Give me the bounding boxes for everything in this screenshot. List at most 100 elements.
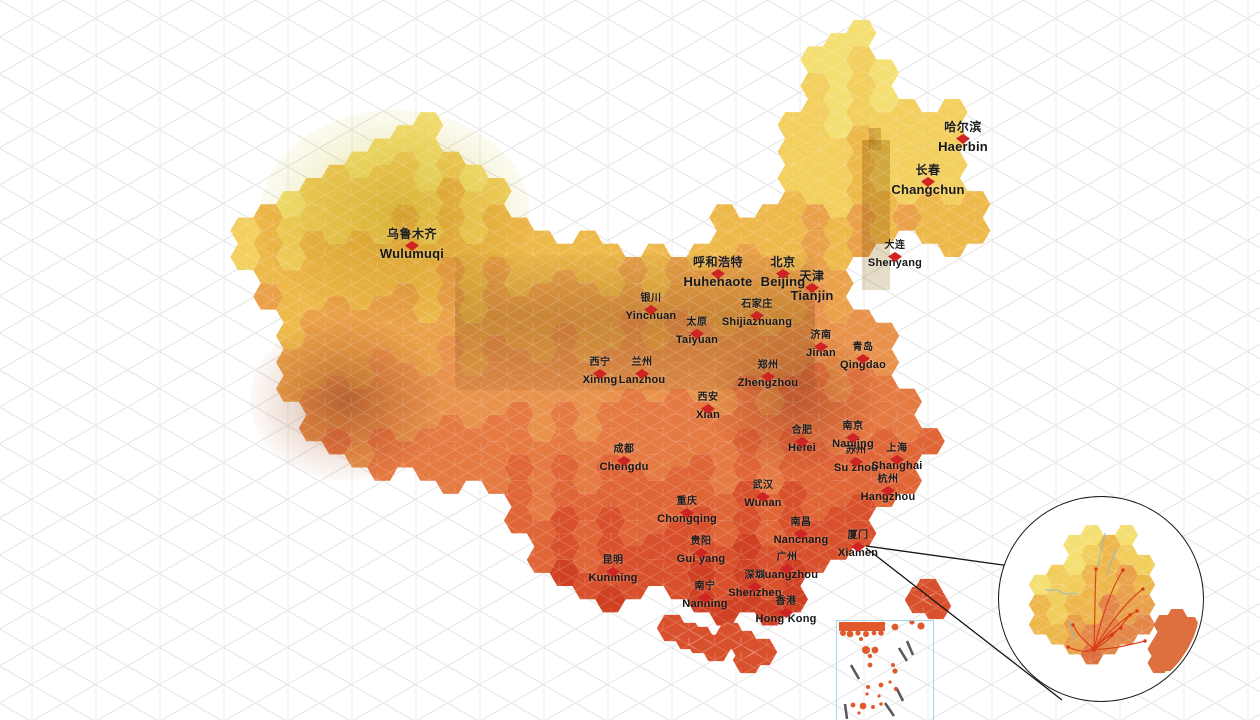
hex-tile-texture [572, 572, 603, 600]
hex-tile-texture [504, 401, 535, 429]
hex-tile-texture [390, 414, 421, 442]
hex-tile-texture [823, 533, 854, 560]
hex-tile-texture [800, 493, 831, 521]
hex-tile-texture [846, 46, 877, 73]
inset-hex-texture [1115, 524, 1138, 545]
inset-hex-texture [1097, 594, 1121, 615]
hex-tile-texture [412, 217, 444, 244]
hex-tile-texture [823, 243, 854, 271]
hex-tile-texture [481, 230, 512, 257]
hex-tile-texture [846, 125, 877, 152]
inset-hex-texture [1063, 574, 1087, 595]
hex-tile-texture [672, 622, 704, 650]
hex-tile-texture [504, 296, 535, 323]
hex-tile-texture [868, 217, 900, 244]
hex-tile-texture [823, 85, 854, 113]
hex-tile-texture [412, 375, 444, 402]
inset-hex-texture [1046, 564, 1069, 585]
hex-tile-texture [435, 177, 466, 205]
hex-tile-texture [868, 112, 900, 139]
hex-tile-texture [321, 401, 352, 429]
hex-tile-texture [640, 349, 672, 376]
hex-tile-texture [549, 559, 580, 587]
hex-tile-texture [572, 520, 603, 547]
hex-tile-texture [914, 191, 945, 218]
inset-hex-texture [1132, 594, 1156, 615]
hex-tile-texture [298, 388, 330, 415]
hex-tile-texture [390, 388, 421, 415]
hex-tile-texture [526, 362, 558, 389]
hex-tile-texture [777, 322, 808, 350]
hex-tile-texture [709, 467, 740, 494]
hex-tile-texture [640, 507, 672, 534]
hex-tile-texture [572, 467, 603, 494]
hex-tile-texture [777, 428, 808, 455]
hex-tile-texture [458, 164, 489, 192]
hex-tile-texture [458, 375, 489, 402]
hex-tile-texture [412, 164, 444, 192]
hex-tile-texture [458, 270, 489, 297]
inset-hex-texture [1115, 584, 1138, 605]
hex-tile-texture [823, 454, 854, 481]
tile-cube-texture [230, 20, 991, 674]
hex-tile-texture [640, 401, 672, 429]
hex-tile-texture [458, 322, 489, 350]
hex-tile-texture [937, 98, 968, 126]
hex-tile-texture [777, 507, 808, 534]
hex-tile-texture [230, 243, 261, 271]
hex-tile-texture [800, 467, 831, 494]
hex-tile-texture [390, 283, 421, 310]
hex-tile-texture [640, 480, 672, 508]
hex-tile-texture [526, 230, 558, 257]
hex-tile-texture [367, 138, 398, 165]
hex-tile-texture [618, 256, 649, 284]
hex-tile-texture [344, 283, 375, 310]
hex-tile-texture [746, 638, 778, 666]
hex-tile-texture [732, 270, 763, 297]
hex-tile-texture [800, 230, 831, 257]
hex-tile-texture [640, 375, 672, 402]
hex-tile-texture [800, 125, 831, 152]
hex-tile-texture [526, 414, 558, 442]
hex-tile-texture [298, 362, 330, 389]
hex-tile-texture [504, 454, 535, 481]
hex-tile-texture [686, 480, 717, 508]
hex-tile-texture [846, 362, 877, 389]
hex-tile-texture [481, 177, 512, 205]
hex-tile-texture [276, 296, 307, 323]
hex-tile-texture [960, 217, 991, 244]
hex-tile-texture [572, 256, 603, 284]
hex-tile-texture [572, 230, 603, 257]
hex-tile-texture [846, 388, 877, 415]
hex-tile-texture [663, 467, 694, 494]
hex-tile-texture [298, 256, 330, 284]
hex-tile-texture [823, 480, 854, 508]
hex-tile-texture [640, 559, 672, 587]
hex-tile-texture [823, 217, 854, 244]
inset-hex-texture [1063, 534, 1087, 555]
hex-tile-texture [663, 283, 694, 310]
hex-tile-texture [412, 349, 444, 376]
magnifier-inset-xiamen[interactable] [998, 496, 1204, 702]
hex-tile-texture [686, 375, 717, 402]
hex-tile-texture [618, 309, 649, 336]
hex-tile-texture [321, 322, 352, 350]
hex-tile-texture [412, 270, 444, 297]
hex-tile-texture [891, 414, 922, 442]
inset-destination-node [1066, 645, 1070, 649]
hex-tile-texture [709, 283, 740, 310]
hex-tile-texture [777, 164, 808, 192]
hex-tile-texture [572, 309, 603, 336]
hex-tile-texture [732, 428, 763, 455]
hex-tile-texture [572, 546, 603, 573]
hex-tile-texture [732, 322, 763, 350]
hex-tile-texture [458, 296, 489, 323]
hex-tile-texture [321, 375, 352, 402]
hex-tile-texture [754, 467, 786, 494]
hex-tile-texture [663, 362, 694, 389]
hex-tile-texture [800, 414, 831, 442]
hex-tile-texture [549, 454, 580, 481]
hex-tile-texture [321, 217, 352, 244]
hex-tile-texture [937, 125, 968, 152]
